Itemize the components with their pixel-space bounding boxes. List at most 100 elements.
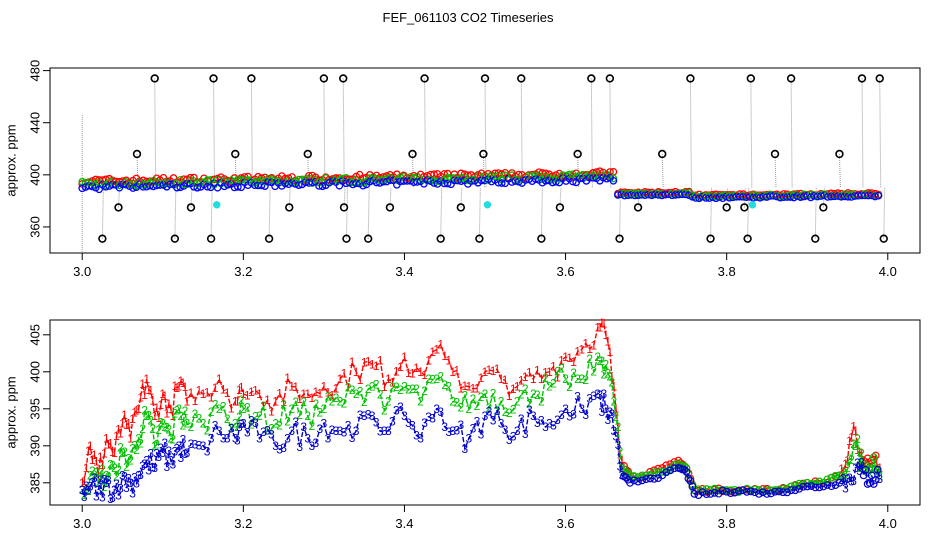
- series-point: [88, 182, 97, 191]
- series-label: 2: [613, 410, 620, 424]
- series-label: 2: [538, 395, 545, 409]
- series-label: 1: [574, 345, 581, 359]
- outlier-point: [770, 149, 780, 159]
- series-label: 3: [605, 413, 612, 427]
- series-label: 3: [600, 387, 607, 401]
- series-point: [779, 488, 787, 497]
- series-label: 2: [304, 409, 311, 423]
- y-tick-label: 390: [27, 435, 42, 457]
- series-label: 3: [615, 438, 622, 452]
- series-point: [78, 184, 87, 193]
- y-tick-label: 480: [27, 60, 42, 82]
- series-label: 1: [133, 404, 140, 418]
- series-label: 1: [466, 380, 473, 394]
- series-label: 1: [182, 380, 189, 394]
- series-label: 3: [174, 442, 181, 456]
- outlier-point: [517, 74, 526, 83]
- spike-line: [101, 187, 104, 239]
- series-label: 1: [228, 401, 235, 415]
- series-label: 3: [304, 431, 311, 445]
- series-point: [799, 482, 808, 491]
- series-label: 2: [534, 388, 541, 402]
- series-point: [609, 174, 618, 183]
- series-label: 2: [238, 393, 245, 407]
- series-label: 3: [224, 431, 231, 445]
- series-label: 3: [369, 409, 376, 423]
- series-label: 1: [121, 408, 128, 422]
- series-label: 1: [304, 387, 311, 401]
- series-label: 1: [216, 372, 223, 386]
- series-label: 1: [478, 371, 485, 385]
- series-label: 2: [840, 465, 847, 479]
- series-label: 1: [850, 420, 857, 434]
- series-label: 3: [558, 408, 565, 422]
- series-point: [642, 475, 651, 484]
- series-label: 2: [157, 416, 164, 430]
- x-tick-label: 3.4: [395, 516, 413, 531]
- series-label: 1: [87, 439, 94, 453]
- series-point: [638, 476, 646, 485]
- outlier-point: [537, 234, 546, 243]
- series-label: 1: [856, 445, 863, 459]
- series-label: 2: [441, 378, 448, 392]
- series-label: 3: [87, 480, 94, 494]
- series-label: 3: [103, 476, 110, 490]
- series-label: 2: [466, 402, 473, 416]
- outlier-point: [786, 74, 796, 83]
- series-label: 1: [433, 343, 440, 357]
- series-label: 3: [115, 488, 122, 502]
- spike-line: [814, 187, 817, 239]
- series-label: 3: [107, 492, 114, 506]
- series-label: 2: [600, 368, 607, 382]
- outlier-point: [319, 74, 329, 83]
- series-label: 2: [153, 438, 160, 452]
- series-label: 3: [117, 482, 124, 496]
- series-label: 2: [607, 370, 614, 384]
- series-label: 1: [200, 387, 207, 401]
- series-label: 3: [494, 404, 501, 418]
- series-label: 1: [482, 365, 489, 379]
- series-label: 1: [174, 381, 181, 395]
- series-label: 2: [609, 376, 616, 390]
- series-label: 1: [570, 355, 577, 369]
- outlier-point: [879, 234, 888, 243]
- series-point: [831, 481, 840, 490]
- series-label: 2: [393, 380, 400, 394]
- series-label: 2: [510, 403, 517, 417]
- series-label: 2: [858, 447, 865, 461]
- outlier-point: [555, 203, 565, 212]
- series-point: [173, 183, 181, 192]
- series-point: [869, 480, 878, 488]
- series-label: 3: [349, 431, 356, 445]
- series-label: 3: [522, 427, 529, 441]
- series-label: 2: [87, 468, 94, 482]
- series-label: 2: [163, 420, 170, 434]
- series-label: 1: [115, 422, 122, 436]
- series-label: 2: [854, 432, 861, 446]
- series-label: 2: [115, 463, 122, 477]
- series-label: 3: [373, 416, 380, 430]
- outlier-point: [206, 234, 216, 243]
- spike-line: [478, 187, 481, 239]
- series-label: 2: [518, 387, 525, 401]
- series-label: 3: [200, 439, 207, 453]
- series-label: 2: [349, 383, 356, 397]
- series-label: 3: [133, 476, 140, 490]
- series-label: 1: [598, 316, 605, 330]
- series-label: 3: [619, 468, 626, 482]
- outlier-point: [247, 74, 256, 83]
- series-label: 3: [256, 431, 263, 445]
- series-label: 1: [486, 363, 493, 377]
- series-label: 1: [554, 370, 561, 384]
- spike-line: [879, 78, 882, 188]
- series-label: 3: [252, 416, 259, 430]
- spike-line: [540, 187, 543, 239]
- series-label: 3: [220, 432, 227, 446]
- series-label: 1: [280, 395, 287, 409]
- x-tick-label: 3.2: [234, 516, 252, 531]
- series-label: 1: [284, 371, 291, 385]
- series-label: 1: [590, 338, 597, 352]
- series-line: [81, 322, 881, 493]
- series-label: 2: [212, 397, 219, 411]
- series-label: 1: [192, 394, 199, 408]
